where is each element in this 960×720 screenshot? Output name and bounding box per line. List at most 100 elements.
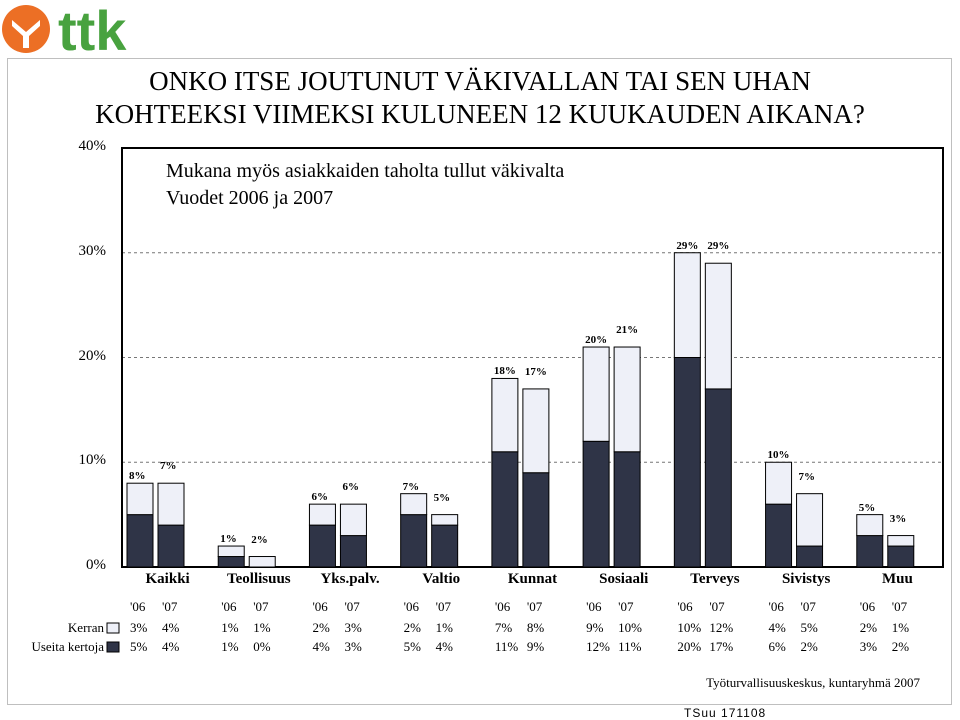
footer-code: TSuu 171108 xyxy=(684,706,767,720)
bar-useita-kertoja xyxy=(339,535,367,568)
category-label: Teollisuus xyxy=(227,571,291,587)
bar-kerran xyxy=(613,346,641,453)
total-label: 3% xyxy=(889,512,907,525)
y-tick-label: 10% xyxy=(78,452,107,469)
table-row-label: Kerran xyxy=(67,620,104,635)
table-cell-useita: 3% xyxy=(344,639,362,654)
table-cell-useita: 5% xyxy=(130,639,148,654)
table-year-label: '07 xyxy=(344,599,360,614)
total-label: 5% xyxy=(433,491,451,504)
table-cell-useita: 1% xyxy=(221,639,239,654)
table-cell-kerran: 1% xyxy=(435,620,453,635)
subtitle-line-1: Mukana myös asiakkaiden taholta tullut v… xyxy=(166,160,565,182)
bar-kerran xyxy=(157,482,185,526)
table-cell-kerran: 1% xyxy=(891,620,910,635)
logo-symbol-icon xyxy=(2,5,50,53)
table-year-label: '06 xyxy=(221,599,237,614)
table-cell-kerran: 2% xyxy=(312,620,330,635)
total-label: 7% xyxy=(402,480,420,493)
total-label: 17% xyxy=(524,365,547,378)
table-cell-useita: 20% xyxy=(677,639,702,654)
table-cell-useita: 2% xyxy=(891,639,910,654)
total-label: 7% xyxy=(160,460,177,473)
bar-useita-kertoja xyxy=(308,524,336,568)
total-label: 21% xyxy=(616,324,639,337)
bar-kerran xyxy=(400,493,428,516)
bar-useita-kertoja xyxy=(704,388,732,568)
bar-kerran xyxy=(765,461,793,505)
bar-kerran xyxy=(339,503,367,537)
category-label: Terveys xyxy=(690,571,740,587)
source-note: Työturvallisuuskeskus, kuntaryhmä 2007 xyxy=(706,675,920,690)
bar-useita-kertoja xyxy=(613,451,641,568)
y-tick-label: 40% xyxy=(78,138,107,154)
legend-swatch xyxy=(106,622,120,634)
y-tick-label: 20% xyxy=(78,347,107,364)
table-cell-kerran: 10% xyxy=(677,620,702,635)
total-label: 20% xyxy=(585,334,608,347)
table-cell-useita: 9% xyxy=(526,639,545,654)
table-year-label: '06 xyxy=(586,599,602,614)
bar-kerran xyxy=(522,388,550,474)
bar-useita-kertoja xyxy=(491,451,519,568)
chart-title: ONKO ITSE JOUTUNUT VÄKIVALLAN TAI SEN UH… xyxy=(0,65,960,131)
total-label: 2% xyxy=(251,533,268,546)
bar-kerran xyxy=(582,346,610,442)
bar-useita-kertoja xyxy=(157,524,185,568)
category-label: Kaikki xyxy=(145,571,190,587)
total-label: 6% xyxy=(342,481,359,494)
bar-kerran xyxy=(431,514,459,526)
table-cell-useita: 4% xyxy=(312,639,330,654)
logo-text: ttk xyxy=(58,0,127,60)
table-year-label: '07 xyxy=(800,599,816,614)
category-label: Sivistys xyxy=(781,571,831,587)
table-cell-useita: 6% xyxy=(768,639,786,654)
table-cell-kerran: 2% xyxy=(403,620,421,635)
bar-useita-kertoja xyxy=(765,503,793,568)
table-year-label: '07 xyxy=(253,599,269,614)
total-label: 6% xyxy=(311,491,328,504)
bar-useita-kertoja xyxy=(796,545,824,568)
bar-kerran xyxy=(217,545,245,558)
table-cell-kerran: 4% xyxy=(768,620,786,635)
category-label: Muu xyxy=(881,571,913,587)
y-tick-label: 0% xyxy=(86,557,106,573)
table-cell-kerran: 4% xyxy=(162,620,180,635)
table-year-label: '07 xyxy=(709,599,725,614)
total-label: 18% xyxy=(493,365,516,378)
bar-useita-kertoja xyxy=(673,357,701,568)
bar-useita-kertoja xyxy=(887,545,915,568)
table-row-label: Useita kertoja xyxy=(31,639,104,654)
bar-useita-kertoja xyxy=(856,535,884,568)
table-year-label: '06 xyxy=(312,599,328,614)
table-year-label: '06 xyxy=(403,599,419,614)
bar-kerran xyxy=(126,482,154,516)
table-year-label: '06 xyxy=(130,599,146,614)
bar-useita-kertoja xyxy=(217,556,245,568)
table-cell-useita: 3% xyxy=(859,639,878,654)
table-cell-useita: 11% xyxy=(618,639,642,654)
table-cell-kerran: 5% xyxy=(800,620,818,635)
bar-kerran xyxy=(887,535,915,547)
category-label: Valtio xyxy=(422,571,461,587)
table-year-label: '06 xyxy=(859,599,876,614)
total-label: 10% xyxy=(767,449,790,462)
bar-kerran xyxy=(308,503,336,526)
table-cell-useita: 4% xyxy=(435,639,453,654)
table-cell-kerran: 8% xyxy=(526,620,545,635)
category-label: Yks.palv. xyxy=(320,571,380,587)
table-cell-kerran: 3% xyxy=(130,620,148,635)
chart-subtitle: Mukana myös asiakkaiden taholta tullut v… xyxy=(166,158,564,212)
bar-useita-kertoja xyxy=(400,514,428,568)
bar-useita-kertoja xyxy=(126,514,154,568)
table-cell-kerran: 3% xyxy=(344,620,362,635)
table-cell-useita: 5% xyxy=(403,639,421,654)
category-label: Kunnat xyxy=(507,571,558,587)
total-label: 5% xyxy=(858,501,876,514)
table-cell-useita: 11% xyxy=(494,639,519,654)
total-label: 29% xyxy=(676,239,699,252)
table-cell-useita: 17% xyxy=(709,639,734,654)
table-year-label: '06 xyxy=(677,599,693,614)
table-cell-useita: 2% xyxy=(800,639,818,654)
table-cell-kerran: 10% xyxy=(618,620,642,635)
